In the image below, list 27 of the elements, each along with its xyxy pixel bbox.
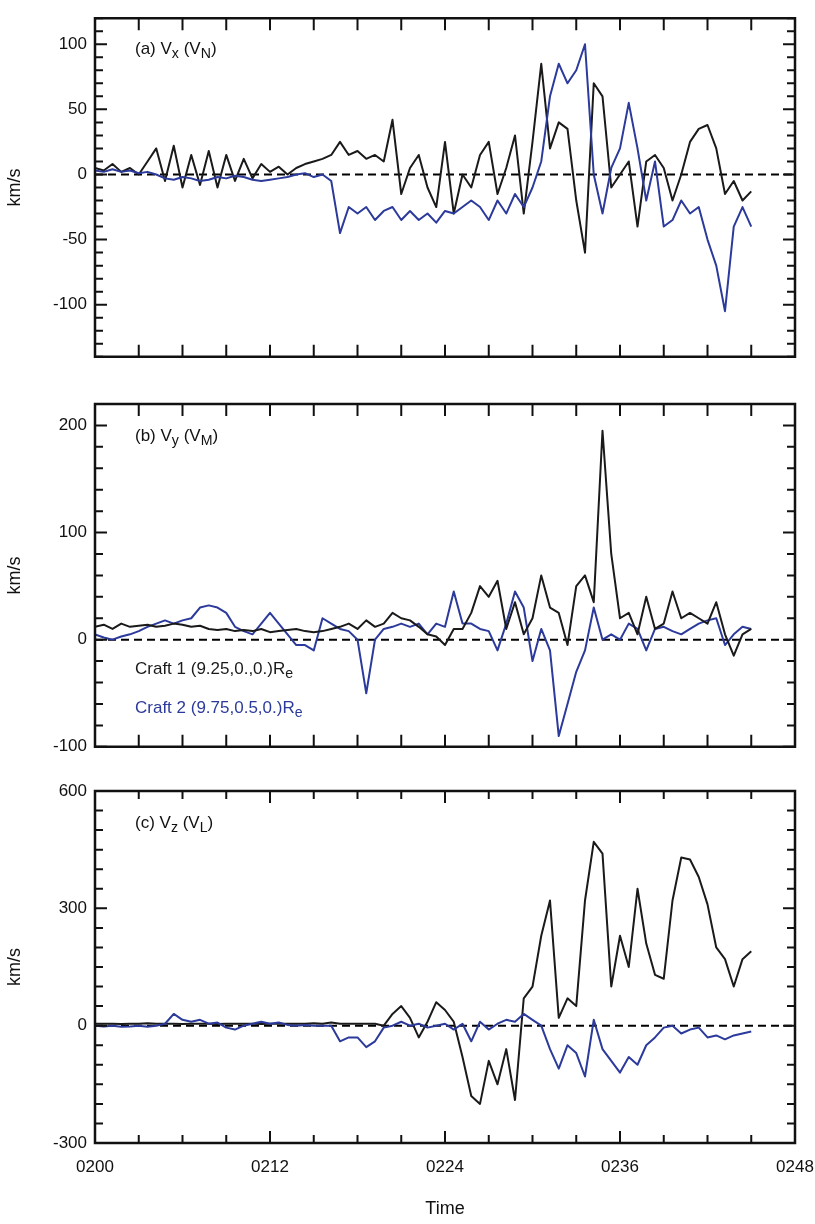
y-tick-label: 0 <box>77 164 87 184</box>
text: (c) V$_{z}$ (V$_{L}$) <box>135 813 214 836</box>
text: (b) V$_{y}$ (V$_{M}$) <box>135 426 219 449</box>
y-tick-label: 50 <box>68 99 87 119</box>
y-tick-label: 100 <box>58 522 87 542</box>
x-tick-label: 0236 <box>601 1156 639 1176</box>
y-tick-label: -100 <box>52 294 87 314</box>
y-tick-label: -300 <box>52 1132 87 1152</box>
y-tick-label: 200 <box>58 415 87 435</box>
y-tick-label: -100 <box>52 736 87 756</box>
x-axis-title: Time <box>425 1198 465 1219</box>
y-tick-label: 0 <box>77 629 87 649</box>
x-tick-label: 0200 <box>76 1156 114 1176</box>
y-tick-label: 100 <box>58 33 87 53</box>
series-label: Craft 1 (9.25,0.,0.)R$_{e}$ <box>135 658 295 684</box>
text: Craft 2 (9.75,0.5,0.)R$_{e}$ <box>135 696 303 722</box>
y-axis-title: km/s <box>3 556 24 595</box>
y-tick-label: 300 <box>58 898 87 918</box>
y-axis-title: km/s <box>3 948 24 986</box>
x-tick-label: 0224 <box>426 1156 464 1176</box>
y-tick-label: -50 <box>62 229 87 249</box>
y-axis-title: km/s <box>3 168 24 207</box>
text: (a) V$_{x}$ (V$_{N}$) <box>135 39 217 62</box>
y-tick-label: 600 <box>58 780 87 800</box>
x-tick-label: 0248 <box>776 1156 814 1176</box>
x-tick-label: 0212 <box>251 1156 289 1176</box>
y-tick-label: 0 <box>77 1015 87 1035</box>
